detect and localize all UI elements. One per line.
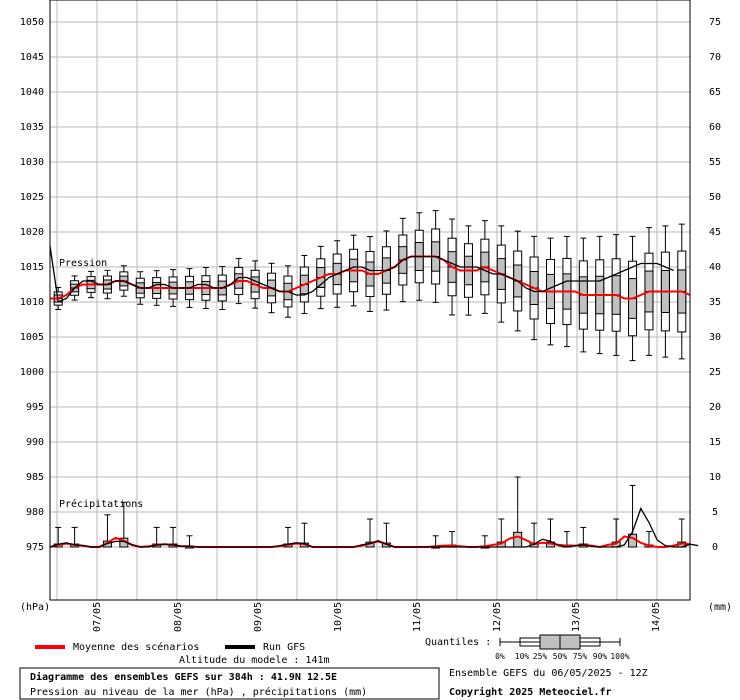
right-tick-label: 60	[709, 122, 721, 133]
footer-box	[19, 667, 440, 700]
left-tick-label: 1040	[20, 87, 44, 98]
right-tick-label: 70	[709, 52, 721, 63]
left-tick-label: 985	[26, 472, 44, 483]
pressure-mean-line	[50, 255, 691, 300]
right-tick-label: 50	[709, 192, 721, 203]
pressure-gfs-line	[49, 245, 674, 303]
left-tick-label: 995	[26, 402, 44, 413]
x-tick-label: 11/05	[412, 602, 423, 632]
quantile-label: 50%	[553, 652, 568, 661]
left-tick-label: 990	[26, 437, 44, 448]
right-tick-label: 45	[709, 227, 721, 238]
quantile-label: 90%	[593, 652, 608, 661]
quantile-box-sample	[499, 634, 621, 650]
precip-gfs-line	[49, 506, 699, 548]
x-tick-label: 07/05	[92, 602, 103, 632]
right-tick-label: 75	[709, 17, 721, 28]
right-tick-label: 30	[709, 332, 721, 343]
altitude-label: Altitude du modele : 141m	[179, 655, 330, 666]
x-tick-label: 09/05	[253, 602, 264, 632]
left-tick-label: 1030	[20, 157, 44, 168]
precip-annotation: Précipitations	[59, 498, 143, 510]
right-tick-label: 15	[709, 437, 721, 448]
right-tick-label: 0	[712, 542, 718, 553]
quantile-label: 75%	[573, 652, 588, 661]
right-tick-label: 40	[709, 262, 721, 273]
left-tick-label: 1020	[20, 227, 44, 238]
left-tick-label: 1035	[20, 122, 44, 133]
x-tick-label: 10/05	[333, 602, 344, 632]
left-tick-label: 1015	[20, 262, 44, 273]
right-tick-label: 35	[709, 297, 721, 308]
left-tick-label: 980	[26, 507, 44, 518]
footer-subtitle: Pression au niveau de la mer (hPa) , pré…	[30, 686, 367, 698]
pressure-annotation: Pression	[59, 258, 107, 269]
grid-lines	[50, 0, 690, 600]
right-tick-label: 10	[709, 472, 721, 483]
right-tick-label: 55	[709, 157, 721, 168]
left-tick-label: 1005	[20, 332, 44, 343]
footer-copyright: Copyright 2025 Meteociel.fr	[449, 686, 612, 698]
precip-boxplots	[53, 476, 687, 549]
right-tick-label: 65	[709, 87, 721, 98]
x-tick-label: 14/05	[651, 602, 662, 632]
series-lines	[49, 245, 699, 549]
left-tick-label: 975	[26, 542, 44, 553]
quantile-label: 0%	[495, 652, 505, 661]
x-tick-label: 12/05	[492, 602, 503, 632]
left-axis-unit: (hPa)	[20, 602, 50, 613]
footer-title: Diagramme des ensembles GEFS sur 384h : …	[30, 671, 337, 683]
right-tick-label: 25	[709, 367, 721, 378]
left-axis-ticks: 975 980 985 990 995 1000 1005 1010 1015 1020 1025 1…	[20, 17, 44, 553]
quantile-labels: 0% 10% 25% 50% 75% 90% 100%	[495, 652, 630, 661]
left-tick-label: 1050	[20, 17, 44, 28]
left-tick-label: 1045	[20, 52, 44, 63]
right-axis-ticks: 0 5 10 15 20 25 30 35 40 45 50 55 60 65 70 75	[709, 17, 721, 553]
left-tick-label: 1010	[20, 297, 44, 308]
quantile-label: 10%	[515, 652, 530, 661]
x-tick-label: 13/05	[571, 602, 582, 632]
pressure-boxplots	[53, 210, 687, 362]
legend-mean-label: Moyenne des scénarios	[73, 641, 199, 653]
legend-gfs-label: Run GFS	[263, 642, 305, 653]
right-axis-unit: (mm)	[708, 602, 732, 613]
left-tick-label: 1000	[20, 367, 44, 378]
quantile-label: 100%	[610, 652, 629, 661]
right-tick-label: 5	[712, 507, 718, 518]
left-tick-label: 1025	[20, 192, 44, 203]
x-tick-label: 08/05	[173, 602, 184, 632]
plot-frame	[49, 0, 691, 601]
right-tick-label: 20	[709, 402, 721, 413]
x-axis-ticks: 07/05 08/05 09/05 10/05 11/05 12/05 13/05 14/05	[92, 602, 662, 632]
quantile-label: 25%	[533, 652, 548, 661]
footer-run: Ensemble GEFS du 06/05/2025 - 12Z	[449, 668, 648, 679]
quantiles-label: Quantiles :	[425, 637, 491, 648]
